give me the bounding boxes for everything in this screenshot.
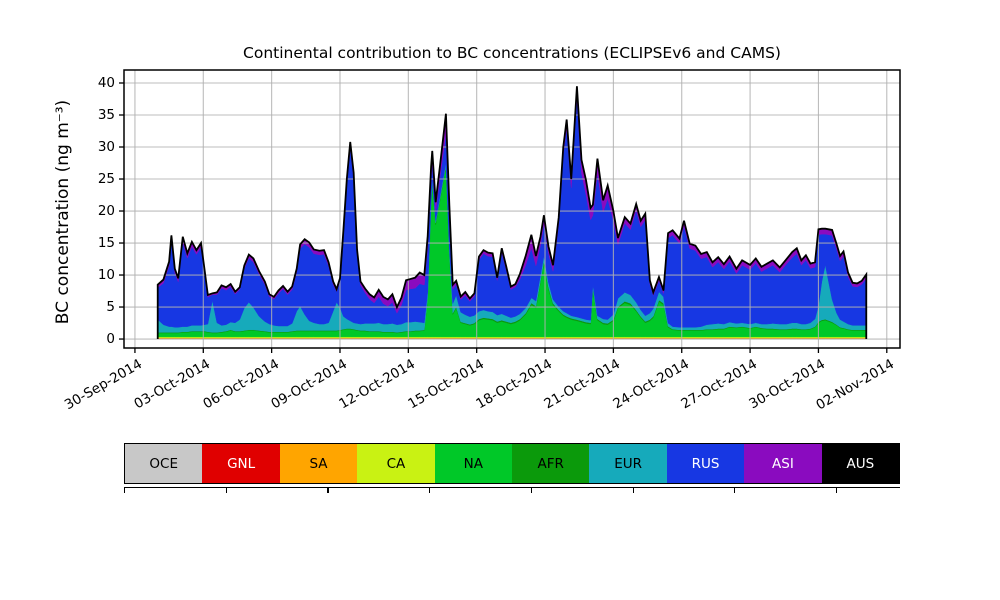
legend-axis-tick — [327, 488, 329, 493]
area-series-RUS — [157, 96, 867, 328]
y-tick-label-5: 5 — [106, 299, 115, 316]
legend-item-EUR: EUR — [589, 444, 667, 483]
legend-label-EUR: EUR — [614, 455, 643, 472]
y-tick-label-20: 20 — [97, 203, 115, 220]
legend-item-CA: CA — [357, 444, 435, 483]
legend-axis-tick — [530, 488, 533, 493]
legend-label-SA: SA — [309, 455, 328, 472]
total-line — [156, 86, 868, 340]
y-tick-label-15: 15 — [97, 235, 115, 252]
y-tick-label-10: 10 — [97, 267, 115, 284]
legend-item-RUS: RUS — [666, 444, 745, 483]
legend-item-NA: NA — [434, 444, 513, 483]
legend-axis-tick — [225, 488, 227, 493]
legend-label-OCE: OCE — [149, 455, 178, 472]
legend-axis-tick — [632, 488, 634, 493]
legend-label-NA: NA — [463, 455, 483, 472]
legend-axis-tick — [734, 488, 736, 493]
legend-item-ASI: ASI — [744, 444, 822, 483]
axes-border — [123, 69, 901, 349]
legend-label-RUS: RUS — [691, 455, 720, 472]
chart-title: Continental contribution to BC concentra… — [243, 44, 781, 62]
legend-item-OCE: OCE — [125, 444, 203, 483]
legend-item-GNL: GNL — [202, 444, 280, 483]
legend-label-AUS: AUS — [846, 455, 875, 472]
legend-axis-line — [124, 487, 900, 488]
y-tick-label-40: 40 — [97, 74, 115, 91]
legend-label-ASI: ASI — [772, 455, 794, 472]
legend-item-SA: SA — [279, 444, 358, 483]
legend-item-AUS: AUS — [821, 444, 900, 483]
legend-label-GNL: GNL — [227, 455, 256, 472]
legend-label-CA: CA — [386, 455, 406, 472]
legend-axis-tick — [124, 488, 126, 493]
legend-axis-tick — [835, 488, 838, 493]
legend-label-AFR: AFR — [537, 455, 564, 472]
y-tick-label-35: 35 — [97, 106, 115, 123]
y-tick-label-0: 0 — [106, 331, 115, 348]
legend-item-AFR: AFR — [512, 444, 590, 483]
legend-axis-tick — [429, 488, 431, 493]
y-tick-label-25: 25 — [97, 171, 115, 187]
y-tick-label-30: 30 — [97, 139, 115, 155]
legend: OCE GNL SA CA NA AFR EUR RUS ASI AUS — [124, 443, 900, 484]
